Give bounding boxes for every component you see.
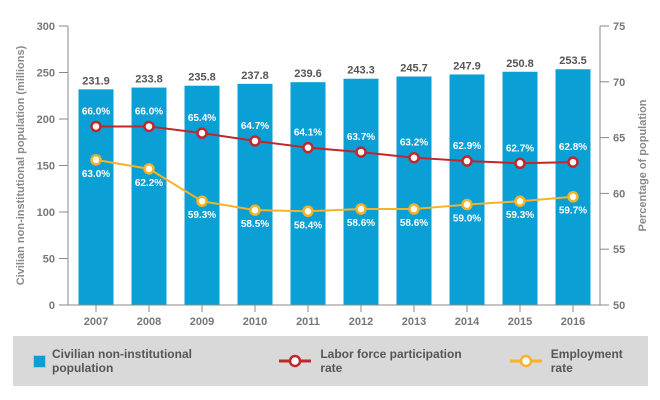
legend-red-line-marker-icon: [279, 354, 312, 368]
bar-value-label-2011: 239.6: [294, 68, 322, 80]
x-tick-label-2012: 2012: [349, 316, 373, 328]
left-tick-label-50: 50: [43, 254, 55, 266]
right-tick-label-50: 50: [613, 300, 625, 312]
labor-force-label-2008: 66.0%: [135, 106, 163, 117]
x-tick-label-2014: 2014: [455, 316, 480, 328]
employment-point-2015: [514, 195, 526, 207]
labor-force-label-2015: 62.7%: [506, 143, 534, 154]
labor-force-point-2008: [143, 120, 155, 133]
labor-force-point-2016: [567, 156, 579, 168]
legend-item-employment: Employment rate: [509, 347, 648, 375]
bar-value-label-2013: 245.7: [400, 62, 428, 74]
labor-force-point-2012: [355, 146, 367, 158]
left-tick-label-150: 150: [37, 161, 55, 173]
labor-force-label-2007: 66.0%: [82, 106, 110, 117]
left-axis-title: Civilian non-institutional population (m…: [15, 45, 27, 285]
employment-point-2008: [143, 163, 155, 175]
labor-force-point-2014: [461, 155, 473, 167]
employment-point-2012: [355, 203, 367, 215]
employment-point-2007: [90, 154, 102, 166]
left-tick-label-300: 300: [37, 21, 55, 33]
bar-2010: [237, 83, 273, 305]
labor-force-label-2011: 64.1%: [294, 128, 322, 139]
bar-2011: [290, 82, 326, 305]
left-tick-label-0: 0: [49, 300, 55, 312]
employment-label-2015: 59.3%: [506, 210, 534, 221]
employment-label-2009: 59.3%: [188, 210, 216, 221]
bar-value-label-2012: 243.3: [347, 65, 375, 77]
labor-force-label-2014: 62.9%: [453, 141, 481, 152]
employment-point-2010: [249, 204, 261, 216]
bar-value-label-2015: 250.8: [506, 58, 534, 70]
x-tick-label-2008: 2008: [137, 316, 161, 328]
employment-point-2014: [461, 198, 473, 211]
legend-item-labor-force: Labor force participation rate: [278, 347, 486, 375]
bar-value-label-2009: 235.8: [188, 72, 216, 84]
employment-label-2016: 59.7%: [559, 206, 587, 217]
employment-point-2009: [196, 195, 208, 207]
right-tick-label-55: 55: [613, 244, 625, 256]
labor-force-label-2010: 64.7%: [241, 121, 269, 132]
labor-force-point-2013: [408, 151, 420, 164]
x-tick-label-2007: 2007: [84, 316, 108, 328]
right-tick-label-65: 65: [613, 133, 625, 145]
bar-2016: [555, 69, 591, 306]
x-tick-label-2013: 2013: [402, 316, 426, 328]
labor-force-label-2012: 63.7%: [347, 132, 375, 143]
x-tick-label-2015: 2015: [508, 316, 532, 328]
legend-item-population: Civilian non-institutional population: [33, 347, 256, 375]
bar-2009: [184, 85, 220, 306]
left-tick-label-250: 250: [37, 68, 55, 80]
bar-2014: [449, 74, 485, 305]
right-tick-label-75: 75: [613, 21, 625, 33]
labor-force-label-2009: 65.4%: [188, 113, 216, 124]
labor-force-point-2007: [90, 120, 102, 133]
bar-value-label-2014: 247.9: [453, 60, 481, 72]
employment-point-2011: [302, 205, 314, 218]
x-tick-label-2011: 2011: [296, 316, 320, 328]
right-tick-label-70: 70: [613, 77, 625, 89]
employment-label-2007: 63.0%: [82, 169, 110, 180]
right-axis-title: Percentage of population: [637, 99, 649, 231]
legend-label-employment: Employment rate: [550, 347, 623, 375]
employment-label-2008: 62.2%: [135, 178, 163, 189]
labor-force-point-2015: [514, 157, 526, 170]
right-tick-label-60: 60: [613, 188, 625, 200]
bar-2015: [502, 71, 538, 305]
labor-force-label-2013: 63.2%: [400, 138, 428, 149]
labor-force-point-2010: [249, 135, 261, 147]
bar-value-label-2008: 233.8: [135, 74, 163, 86]
labor-force-label-2016: 62.8%: [559, 142, 587, 153]
employment-label-2011: 58.4%: [294, 220, 322, 231]
employment-line: [95, 158, 574, 213]
employment-label-2012: 58.6%: [347, 218, 375, 229]
legend-label-population: Civilian non-institutional population: [51, 347, 192, 375]
bar-2008: [131, 87, 167, 305]
bar-2013: [396, 76, 432, 306]
x-tick-label-2009: 2009: [190, 316, 214, 328]
bar-value-label-2016: 253.5: [559, 55, 587, 67]
left-tick-label-200: 200: [37, 114, 55, 126]
legend: Civilian non-institutional population La…: [13, 336, 648, 386]
legend-label-labor-force: Labor force participation rate: [320, 347, 462, 375]
bar-value-label-2010: 237.8: [241, 70, 269, 82]
employment-point-2016: [567, 190, 579, 203]
labor-force-line: [96, 125, 574, 165]
labor-force-point-2009: [196, 127, 208, 139]
employment-label-2010: 58.5%: [241, 219, 269, 230]
employment-label-2013: 58.6%: [400, 218, 428, 229]
bar-2012: [343, 78, 379, 305]
x-tick-label-2016: 2016: [561, 316, 585, 328]
employment-point-2013: [408, 203, 420, 215]
legend-yellow-line-marker-icon: [509, 354, 542, 368]
labor-force-point-2011: [302, 141, 314, 154]
bar-value-label-2007: 231.9: [82, 75, 110, 87]
employment-label-2014: 59.0%: [453, 214, 481, 225]
legend-bar-swatch-icon: [33, 354, 46, 368]
left-tick-label-100: 100: [37, 207, 55, 219]
x-tick-label-2010: 2010: [243, 316, 267, 328]
